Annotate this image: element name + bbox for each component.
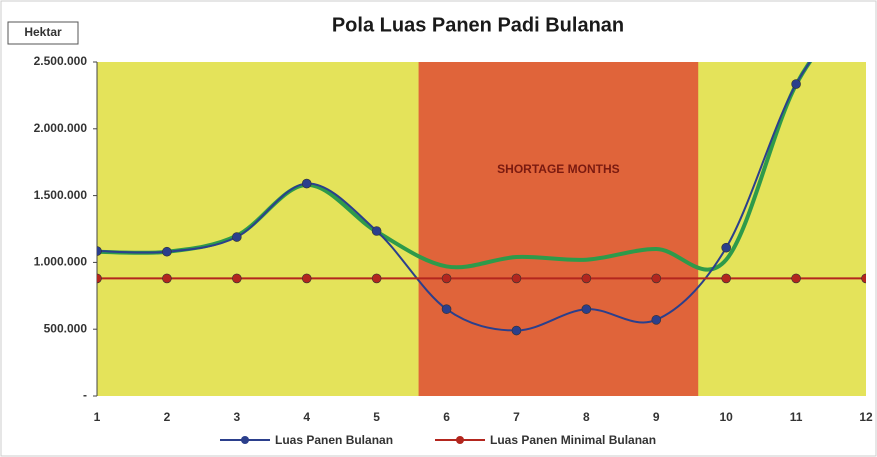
y-tick-label: 1.500.000	[34, 188, 88, 202]
point	[301, 178, 312, 189]
point	[791, 273, 801, 284]
point	[441, 304, 452, 314]
chart-title: Pola Luas Panen Padi Bulanan	[332, 14, 624, 36]
x-tick-label: 1	[94, 410, 101, 424]
legend-label: Luas Panen Minimal Bulanan	[490, 433, 656, 447]
x-tick-label: 6	[443, 410, 450, 424]
point	[581, 273, 592, 284]
point	[511, 273, 522, 284]
x-tick-label: 9	[653, 410, 660, 424]
legend-label: Luas Panen Bulanan	[275, 433, 393, 447]
x-tick-label: 10	[720, 410, 734, 424]
y-tick-label: 2.500.000	[34, 54, 88, 68]
legend-marker	[456, 436, 464, 444]
point	[721, 273, 731, 284]
point	[162, 246, 172, 257]
point	[581, 304, 592, 314]
point	[791, 79, 801, 89]
point	[97, 273, 102, 284]
y-axis-label: Hektar	[24, 25, 62, 39]
point	[371, 226, 382, 236]
shortage-band	[418, 62, 699, 396]
x-tick-label: 7	[513, 410, 520, 424]
x-tick-label: 4	[303, 410, 310, 424]
point	[301, 273, 312, 284]
point	[861, 273, 866, 284]
x-tick-label: 11	[790, 410, 803, 424]
legend-marker	[241, 436, 249, 444]
x-tick-label: 8	[583, 410, 590, 424]
x-tick-label: 3	[233, 410, 240, 424]
point	[721, 242, 731, 253]
y-tick-label: 500.000	[44, 321, 88, 335]
y-tick-label: 2.000.000	[34, 121, 88, 135]
plot-area	[97, 62, 866, 396]
point	[232, 232, 242, 242]
point	[232, 273, 242, 284]
point	[651, 315, 662, 325]
x-tick-label: 12	[859, 410, 873, 424]
series-layer	[97, 62, 866, 336]
point	[97, 246, 102, 256]
annotation: SHORTAGE MONTHS	[497, 162, 619, 176]
y-tick-label: 1.000.000	[34, 255, 88, 269]
point	[511, 325, 522, 336]
point	[371, 273, 382, 284]
y-tick-label: -	[83, 388, 87, 402]
point	[162, 273, 172, 284]
y-label-box	[7, 21, 79, 45]
x-tick-label: 5	[373, 410, 380, 424]
point	[651, 273, 662, 284]
point	[441, 273, 452, 284]
x-tick-label: 2	[164, 410, 171, 424]
